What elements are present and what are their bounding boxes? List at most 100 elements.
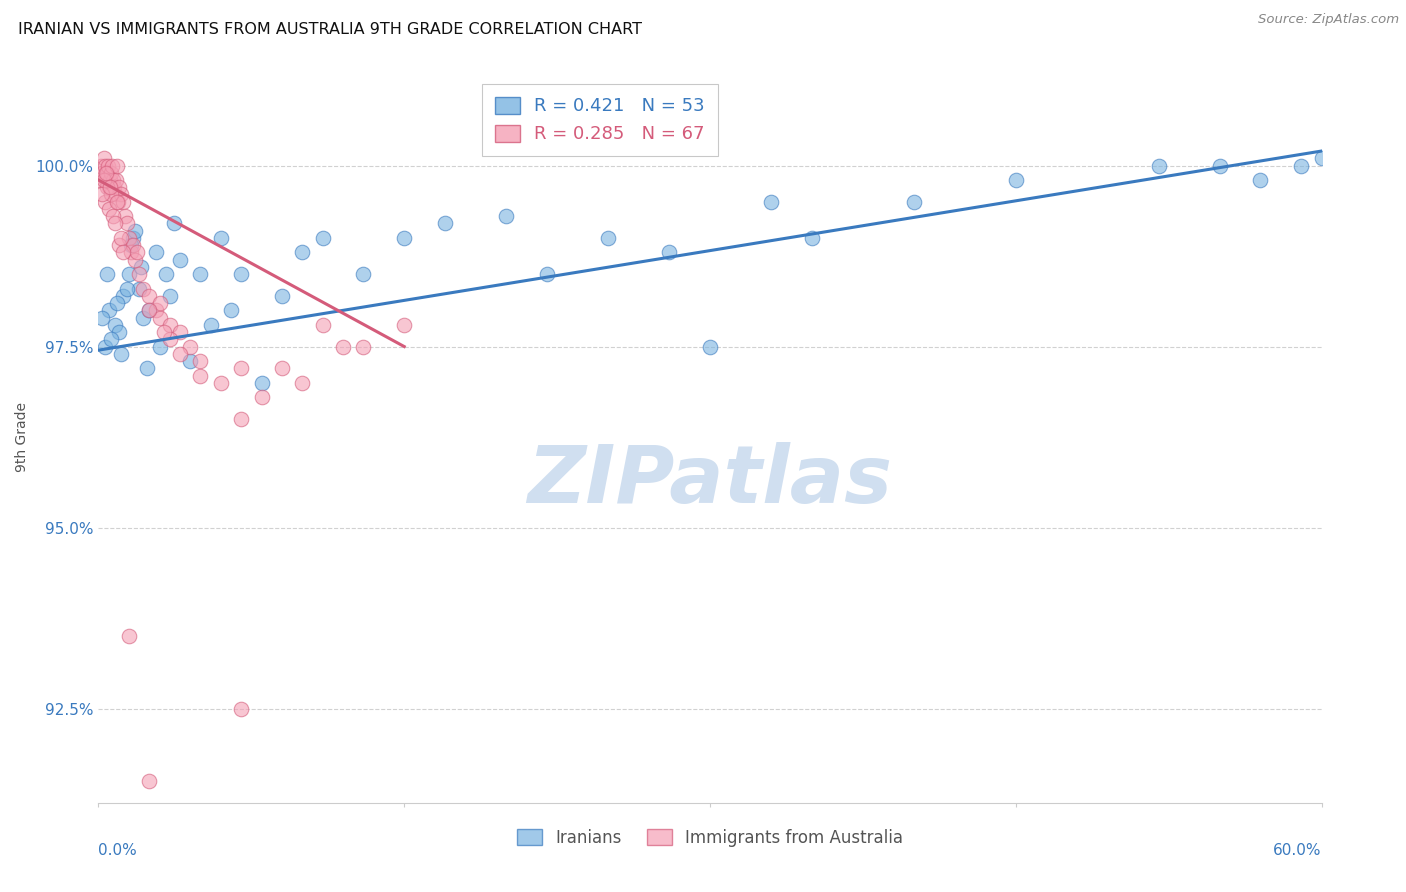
Point xyxy=(163,216,186,230)
Point xyxy=(104,187,127,202)
Point xyxy=(149,310,172,325)
Point xyxy=(352,340,374,354)
Point xyxy=(352,267,374,281)
Point xyxy=(169,347,191,361)
Point xyxy=(1208,159,1232,173)
Point xyxy=(104,318,127,332)
Legend: Iranians, Immigrants from Australia: Iranians, Immigrants from Australia xyxy=(508,819,912,856)
Point xyxy=(89,173,111,187)
Point xyxy=(1291,159,1313,173)
Point xyxy=(105,194,128,209)
Point xyxy=(101,173,124,187)
Point xyxy=(103,180,125,194)
Point xyxy=(159,318,181,332)
Text: 60.0%: 60.0% xyxy=(1274,843,1322,858)
Point xyxy=(159,289,181,303)
Point xyxy=(250,390,273,404)
Point xyxy=(100,187,122,202)
Point xyxy=(108,180,131,194)
Point xyxy=(98,180,121,194)
Point xyxy=(120,245,142,260)
Point xyxy=(596,231,619,245)
Point xyxy=(110,347,132,361)
Point xyxy=(114,209,136,223)
Point xyxy=(392,318,416,332)
Point xyxy=(759,194,782,209)
Point xyxy=(105,296,128,310)
Point xyxy=(91,310,114,325)
Point xyxy=(97,202,120,216)
Point xyxy=(231,267,253,281)
Point xyxy=(270,361,294,376)
Point xyxy=(270,289,294,303)
Point xyxy=(231,361,253,376)
Point xyxy=(1004,173,1026,187)
Point xyxy=(96,180,118,194)
Point xyxy=(120,238,142,252)
Point xyxy=(91,187,114,202)
Point xyxy=(136,361,159,376)
Point xyxy=(110,187,132,202)
Point xyxy=(132,282,155,296)
Point xyxy=(97,159,120,173)
Point xyxy=(536,267,558,281)
Point xyxy=(93,151,115,165)
Point xyxy=(100,166,122,180)
Point xyxy=(179,340,201,354)
Point xyxy=(118,267,141,281)
Point xyxy=(392,231,416,245)
Point xyxy=(94,173,117,187)
Point xyxy=(138,774,160,789)
Point xyxy=(138,303,160,318)
Point xyxy=(1310,151,1333,165)
Point xyxy=(128,282,150,296)
Point xyxy=(312,231,335,245)
Point xyxy=(291,245,314,260)
Text: 0.0%: 0.0% xyxy=(98,843,138,858)
Text: IRANIAN VS IMMIGRANTS FROM AUSTRALIA 9TH GRADE CORRELATION CHART: IRANIAN VS IMMIGRANTS FROM AUSTRALIA 9TH… xyxy=(18,22,643,37)
Point xyxy=(118,629,141,643)
Point xyxy=(111,289,134,303)
Point xyxy=(124,224,146,238)
Point xyxy=(124,252,146,267)
Point xyxy=(97,303,120,318)
Point xyxy=(495,209,517,223)
Point xyxy=(93,340,115,354)
Point xyxy=(149,340,172,354)
Point xyxy=(291,376,314,390)
Point xyxy=(1249,173,1271,187)
Point xyxy=(801,231,824,245)
Point xyxy=(149,296,172,310)
Point xyxy=(200,318,222,332)
Point xyxy=(231,701,253,715)
Point xyxy=(312,318,335,332)
Point xyxy=(658,245,681,260)
Point xyxy=(122,231,145,245)
Point xyxy=(332,340,354,354)
Point xyxy=(179,354,201,368)
Point xyxy=(169,325,191,339)
Y-axis label: 9th Grade: 9th Grade xyxy=(14,402,28,472)
Point xyxy=(209,376,232,390)
Point xyxy=(903,194,925,209)
Point xyxy=(188,267,212,281)
Point xyxy=(96,267,118,281)
Point xyxy=(111,245,134,260)
Point xyxy=(93,173,115,187)
Point xyxy=(169,252,191,267)
Point xyxy=(145,303,167,318)
Point xyxy=(231,412,253,426)
Point xyxy=(90,159,112,173)
Point xyxy=(110,231,132,245)
Point xyxy=(108,238,131,252)
Point xyxy=(111,194,134,209)
Point xyxy=(93,159,115,173)
Point xyxy=(159,332,181,346)
Point xyxy=(108,325,131,339)
Point xyxy=(188,354,212,368)
Point xyxy=(129,260,152,274)
Point xyxy=(122,238,145,252)
Point xyxy=(1147,159,1170,173)
Point xyxy=(132,310,155,325)
Point xyxy=(188,368,212,383)
